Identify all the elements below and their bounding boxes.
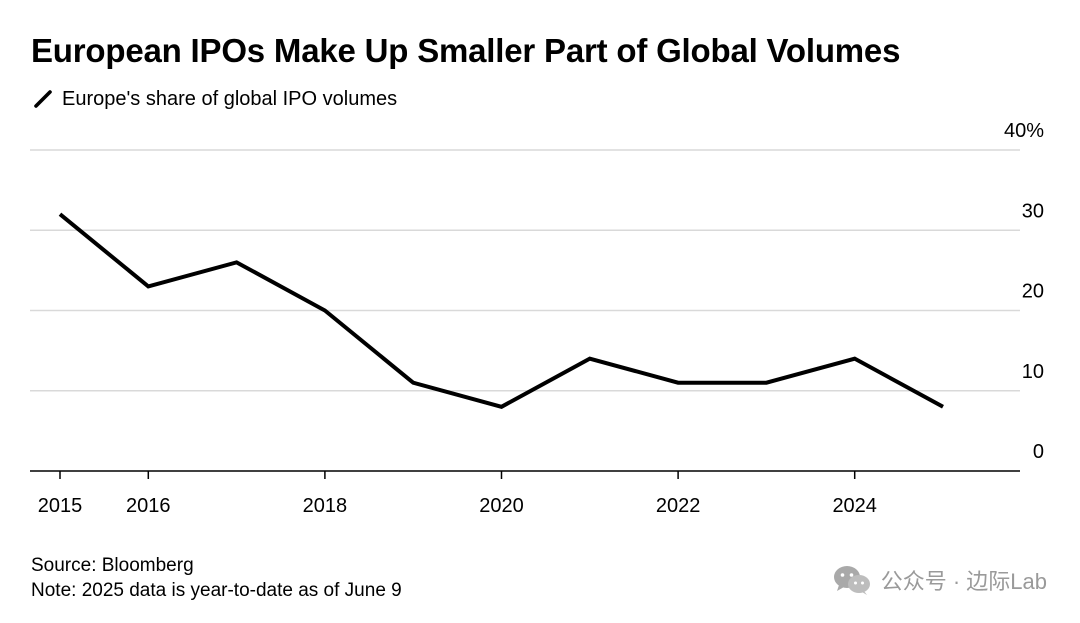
x-axis-labels: 2015 2016 2018 2020 2022 2024 [38, 495, 877, 517]
watermark: 公众号 · 边际Lab [831, 564, 1047, 596]
x-tick-label-2022: 2022 [656, 495, 701, 517]
legend-label: Europe's share of global IPO volumes [62, 87, 398, 110]
watermark-text: 公众号 · 边际Lab [880, 569, 1047, 594]
wechat-icon [833, 566, 870, 595]
legend-line-swatch [34, 90, 52, 108]
grid-lines [30, 149, 1020, 392]
y-tick-label-30: 30 [1022, 200, 1044, 222]
x-tick-label-2020: 2020 [479, 495, 524, 517]
chart-title: European IPOs Make Up Smaller Part of Gl… [31, 32, 901, 69]
x-tick-label-2018: 2018 [303, 495, 348, 517]
y-tick-label-10: 10 [1022, 361, 1044, 383]
x-axis-ticks [59, 471, 856, 479]
x-tick-label-2015: 2015 [38, 495, 83, 517]
legend: Europe's share of global IPO volumes [33, 86, 397, 112]
source-note: Source: Bloomberg [31, 555, 194, 576]
series-lines [58, 212, 944, 409]
x-tick-label-2024: 2024 [832, 495, 877, 517]
x-tick-label-2016: 2016 [126, 495, 171, 517]
y-axis-labels: 0 10 20 30 40% [1004, 120, 1044, 463]
y-tick-label-0: 0 [1033, 441, 1044, 463]
y-tick-label-20: 20 [1022, 281, 1044, 303]
data-note: Note: 2025 data is year-to-date as of Ju… [31, 580, 402, 601]
y-tick-label-40: 40% [1004, 120, 1044, 142]
